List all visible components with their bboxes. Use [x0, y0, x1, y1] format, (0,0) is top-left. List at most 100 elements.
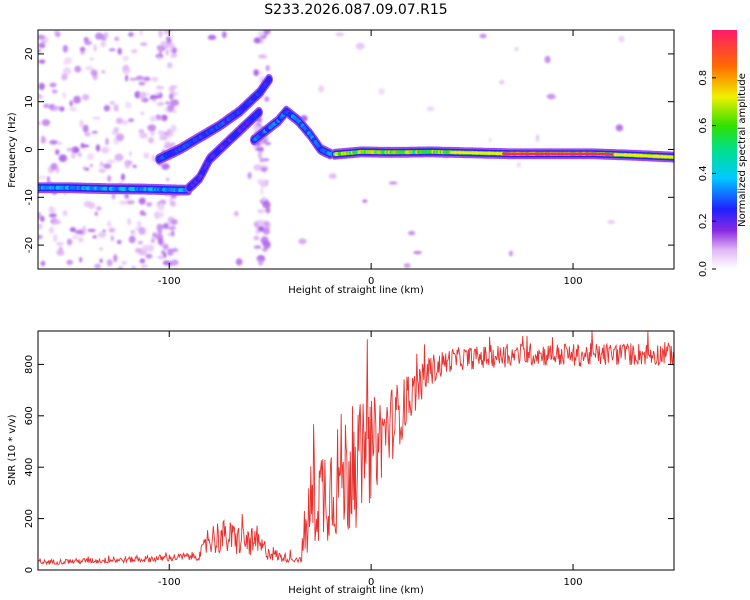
noise-blob	[66, 238, 73, 246]
noise-blob	[62, 210, 68, 216]
noise-blob	[93, 44, 97, 52]
noise-blob	[138, 226, 146, 235]
noise-blob	[263, 220, 270, 227]
noise-blob	[163, 252, 167, 258]
noise-blob	[207, 34, 217, 41]
noise-blob	[141, 264, 148, 268]
noise-blob	[147, 137, 155, 144]
noise-blob	[80, 51, 85, 55]
noise-blob	[66, 147, 74, 152]
noise-blob	[73, 95, 81, 104]
colorbar-tick-label: 0.4	[698, 165, 709, 181]
colorbar-gradient	[712, 30, 737, 269]
noise-blob	[121, 120, 128, 125]
noise-blob	[508, 250, 513, 257]
noise-blob	[130, 232, 138, 236]
noise-blob	[318, 85, 325, 93]
noise-blob	[172, 47, 177, 54]
noise-blob	[84, 40, 92, 46]
noise-blob	[38, 223, 43, 230]
noise-blob	[98, 168, 106, 173]
noise-blob	[162, 222, 169, 230]
noise-blob	[124, 193, 130, 199]
noise-blob	[488, 138, 492, 142]
noise-blob	[79, 46, 86, 53]
noise-blob	[252, 124, 261, 130]
noise-blob	[115, 133, 125, 141]
noise-blob	[163, 244, 169, 251]
bottom-y-tick-label: 600	[24, 406, 35, 425]
noise-blob	[256, 256, 265, 260]
noise-blob	[117, 265, 124, 269]
ridge-core	[205, 161, 210, 166]
noise-blob	[247, 172, 252, 179]
noise-blob	[117, 47, 122, 55]
noise-blob	[120, 173, 126, 181]
noise-blob	[90, 57, 94, 61]
noise-blob	[72, 235, 79, 240]
noise-blob	[95, 32, 103, 40]
ridge-core	[267, 77, 271, 82]
noise-blob	[40, 215, 45, 222]
noise-blob	[607, 220, 615, 224]
ridge-flat-main	[330, 146, 674, 163]
noise-blob	[403, 263, 411, 269]
noise-blob	[82, 124, 89, 133]
bottom-y-ticks: 0 200 400 600 800	[24, 355, 674, 573]
noise-blob	[61, 73, 68, 81]
noise-blob	[87, 153, 95, 161]
noise-blob	[143, 152, 150, 159]
noise-blob	[82, 94, 90, 101]
noise-blob	[160, 114, 168, 122]
noise-blob	[113, 104, 119, 112]
bottom-plot-frame	[37, 330, 675, 571]
noise-blob	[110, 235, 114, 242]
noise-blob	[159, 211, 164, 218]
noise-blob	[43, 103, 50, 109]
noise-blob	[40, 40, 46, 45]
noise-blob	[253, 37, 261, 44]
noise-blob	[89, 163, 93, 168]
noise-blob	[94, 211, 98, 216]
noise-blob	[79, 256, 83, 263]
noise-blob	[125, 101, 132, 109]
noise-blob	[163, 144, 170, 149]
noise-blob	[71, 146, 80, 154]
colorbar-ticks: 0.0 0.2 0.4 0.6 0.8	[698, 70, 716, 277]
noise-blob	[69, 227, 76, 233]
top-x-axis-label: Height of straight line (km)	[288, 285, 424, 296]
noise-blob	[78, 152, 82, 157]
noise-blob	[170, 99, 179, 107]
noise-blob	[170, 142, 176, 148]
top-x-tick-label: 100	[564, 276, 583, 287]
noise-blob	[499, 79, 505, 85]
noise-blob	[262, 158, 270, 162]
noise-blob	[130, 265, 137, 269]
bottom-y-tick-label: 200	[24, 509, 35, 528]
noise-blob	[122, 55, 129, 62]
noise-blob	[49, 82, 57, 88]
noise-blob	[298, 238, 307, 245]
noise-blob	[62, 92, 65, 96]
noise-blob	[170, 230, 175, 237]
noise-blob	[88, 202, 96, 210]
bottom-x-tick-label: 100	[564, 577, 583, 588]
noise-blob	[256, 179, 266, 184]
noise-blob	[261, 166, 268, 173]
noise-blob	[156, 55, 162, 60]
ridge-rising-branch-b	[185, 106, 263, 194]
noise-blob	[56, 242, 64, 246]
noise-blob	[107, 159, 116, 164]
noise-blob	[132, 164, 137, 169]
noise-blob	[107, 221, 112, 227]
noise-blob	[139, 91, 147, 100]
noise-blob	[535, 134, 540, 142]
spectrogram-ridges-layer	[38, 74, 674, 196]
noise-blob	[128, 118, 135, 123]
noise-blob	[257, 209, 266, 214]
noise-blob	[167, 248, 174, 256]
noise-blob	[355, 42, 365, 50]
noise-blob	[114, 36, 120, 42]
